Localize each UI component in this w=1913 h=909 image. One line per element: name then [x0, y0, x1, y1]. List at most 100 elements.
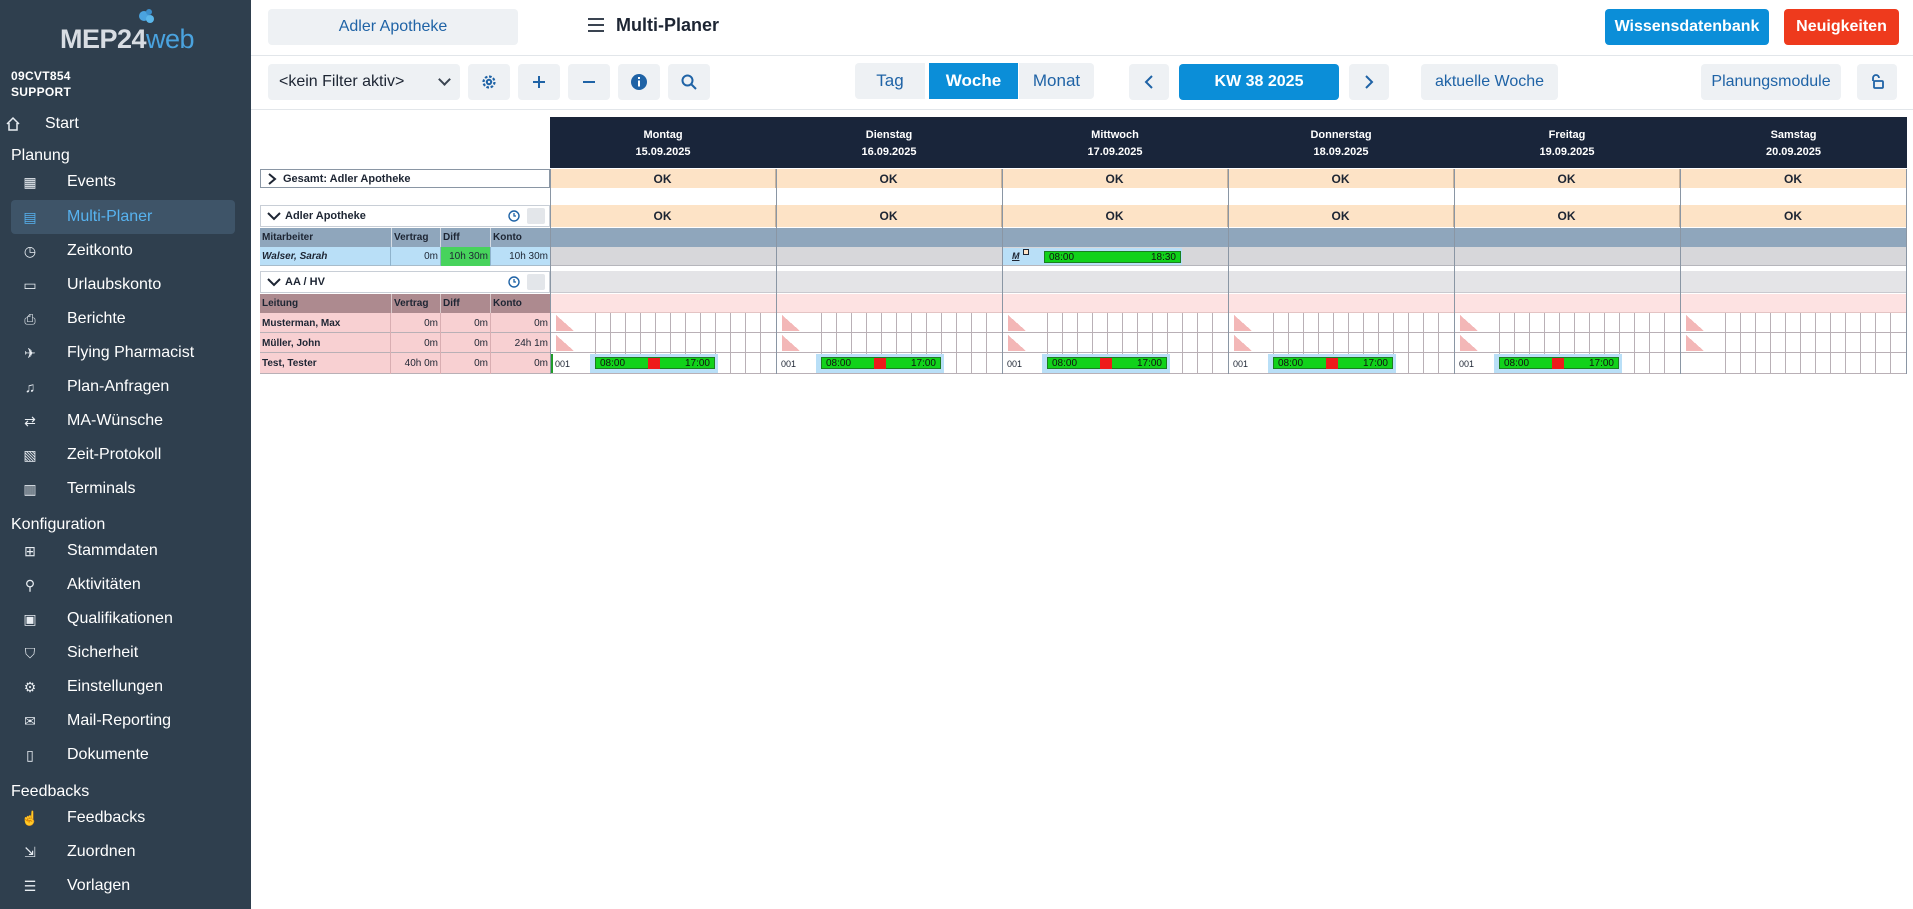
nav-zeit-protokoll[interactable]: ▧ Zeit-Protokoll	[11, 438, 235, 472]
nav-berichte[interactable]: ⎙ Berichte	[11, 302, 235, 336]
col-vertrag: Vertrag	[391, 228, 439, 247]
employee-row-mueller[interactable]	[260, 333, 1907, 353]
app-logo[interactable]: MEP24web	[60, 6, 195, 54]
status-ok: OK	[550, 169, 776, 188]
nav-urlaubskonto[interactable]: ▭ Urlaubskonto	[11, 268, 235, 302]
shift-bar[interactable]: 08:00 17:00	[821, 357, 941, 369]
employee-name[interactable]: Musterman, Max	[262, 317, 341, 329]
nav-feedbacks[interactable]: ☝ Feedbacks	[11, 801, 235, 835]
settings-button[interactable]	[468, 64, 510, 100]
nav-events[interactable]: ▦ Events	[11, 165, 235, 199]
shift-bar[interactable]: 08:00 18:30	[1044, 251, 1181, 263]
nav-dokumente[interactable]: ▯ Dokumente	[11, 738, 235, 772]
slot-line	[1408, 313, 1409, 374]
nav-stammdaten[interactable]: ⊞ Stammdaten	[11, 534, 235, 568]
nav-label: Events	[67, 173, 116, 190]
day-date: 20.09.2025	[1765, 146, 1822, 158]
account-info: 09CVT854 SUPPORT	[11, 68, 71, 100]
note-icon[interactable]	[1023, 249, 1029, 255]
day-date: 19.09.2025	[1539, 146, 1595, 158]
nav-terminals[interactable]: ▥ Terminals	[11, 472, 235, 506]
document-icon: ▯	[26, 746, 34, 763]
previous-week-button[interactable]	[1129, 64, 1169, 100]
slot-line	[1604, 313, 1605, 374]
slot-line	[956, 313, 957, 374]
next-week-button[interactable]	[1349, 64, 1389, 100]
info-icon	[631, 74, 647, 90]
nav-einstellungen[interactable]: ⚙ Einstellungen	[11, 670, 235, 704]
chevron-down-icon	[267, 212, 281, 221]
employee-row-test[interactable]	[260, 353, 1907, 374]
employee-name[interactable]: Müller, John	[262, 337, 321, 349]
gear-icon	[482, 75, 496, 89]
shift-bar[interactable]: 08:00 17:00	[1499, 357, 1619, 369]
employee-row-musterman[interactable]	[260, 313, 1907, 333]
nav-qualifikationen[interactable]: ▣ Qualifikationen	[11, 602, 235, 636]
home-icon	[3, 114, 23, 134]
slot-line	[1273, 313, 1274, 374]
info-button[interactable]	[618, 64, 660, 100]
shift-code: 001	[1459, 359, 1475, 369]
shift-bar[interactable]: 08:00 17:00	[1273, 357, 1393, 369]
current-week-button[interactable]: aktuelle Woche	[1421, 64, 1558, 100]
nav-ma-wuensche[interactable]: ⇄ MA-Wünsche	[11, 404, 235, 438]
mail-icon: ✉	[24, 712, 36, 729]
top-header: Adler Apotheke Multi-Planer Wissensdaten…	[251, 0, 1913, 56]
slot-line	[836, 313, 837, 374]
employee-name[interactable]: Test, Tester	[262, 358, 317, 369]
group-adler-apotheke[interactable]: Adler Apotheke	[260, 205, 550, 227]
nav-aktivitaeten[interactable]: ⚲ Aktivitäten	[11, 568, 235, 602]
news-button[interactable]: Neuigkeiten	[1784, 9, 1899, 45]
slot-line	[1438, 313, 1439, 374]
nav-zeitkonto[interactable]: ◷ Zeitkonto	[11, 234, 235, 268]
shift-bar[interactable]: 08:00 17:00	[1047, 357, 1167, 369]
search-button[interactable]	[668, 64, 710, 100]
break-marker	[648, 358, 660, 369]
clock-icon[interactable]	[508, 276, 520, 288]
tab-woche[interactable]: Woche	[929, 63, 1018, 99]
status-ok: OK	[1454, 169, 1680, 188]
nav-label: Vorlagen	[67, 877, 131, 894]
group-checkbox[interactable]	[527, 208, 545, 224]
nav-flying-pharmacist[interactable]: ✈ Flying Pharmacist	[11, 336, 235, 370]
printer-icon: ⎙	[24, 310, 36, 327]
nav-vorlagen[interactable]: ☰ Vorlagen	[11, 869, 235, 903]
status-ok: OK	[1002, 205, 1228, 227]
slot-line	[1544, 313, 1545, 374]
group-checkbox[interactable]	[527, 274, 545, 290]
clock-icon[interactable]	[508, 210, 520, 222]
shift-code: 001	[1007, 359, 1023, 369]
shield-icon: ⛉	[24, 644, 36, 661]
nav-label: Aktivitäten	[67, 576, 141, 593]
group-aa-hv[interactable]: AA / HV	[260, 271, 550, 293]
shift-bar[interactable]: 08:00 17:00	[595, 357, 715, 369]
slot-line	[640, 313, 641, 374]
tab-tag[interactable]: Tag	[855, 63, 925, 99]
menu-icon[interactable]	[588, 18, 604, 32]
knowledge-base-button[interactable]: Wissensdatenbank	[1605, 9, 1769, 45]
nav-label: Multi-Planer	[67, 208, 153, 225]
employee-name[interactable]: Walser, Sarah	[262, 251, 328, 262]
section-konfiguration: Konfiguration	[11, 516, 106, 533]
employee-konto: 24h 1m	[490, 333, 550, 353]
remove-button[interactable]	[568, 64, 610, 100]
nav-sicherheit[interactable]: ⛉ Sicherheit	[11, 636, 235, 670]
slot-line	[1062, 313, 1063, 374]
total-row-toggle[interactable]: Gesamt: Adler Apotheke	[260, 169, 550, 188]
nav-start[interactable]: Start	[0, 107, 224, 141]
add-button[interactable]	[518, 64, 560, 100]
nav-label: Stammdaten	[67, 542, 158, 559]
slot-line	[1348, 313, 1349, 374]
tab-monat[interactable]: Monat	[1019, 63, 1094, 99]
nav-plan-anfragen[interactable]: ♫ Plan-Anfragen	[11, 370, 235, 404]
nav-zuordnen[interactable]: ⇲ Zuordnen	[11, 835, 235, 869]
branch-selector[interactable]: Adler Apotheke	[268, 9, 518, 45]
filter-select[interactable]: <kein Filter aktiv>	[268, 64, 460, 100]
nav-mail-reporting[interactable]: ✉ Mail-Reporting	[11, 704, 235, 738]
lock-button[interactable]	[1857, 64, 1897, 100]
certificate-icon: ▣	[23, 610, 37, 627]
planning-modules-button[interactable]: Planungsmodule	[1701, 64, 1841, 100]
nav-multi-planer[interactable]: ▤ Multi-Planer	[11, 200, 235, 234]
week-label[interactable]: KW 38 2025	[1179, 64, 1339, 100]
